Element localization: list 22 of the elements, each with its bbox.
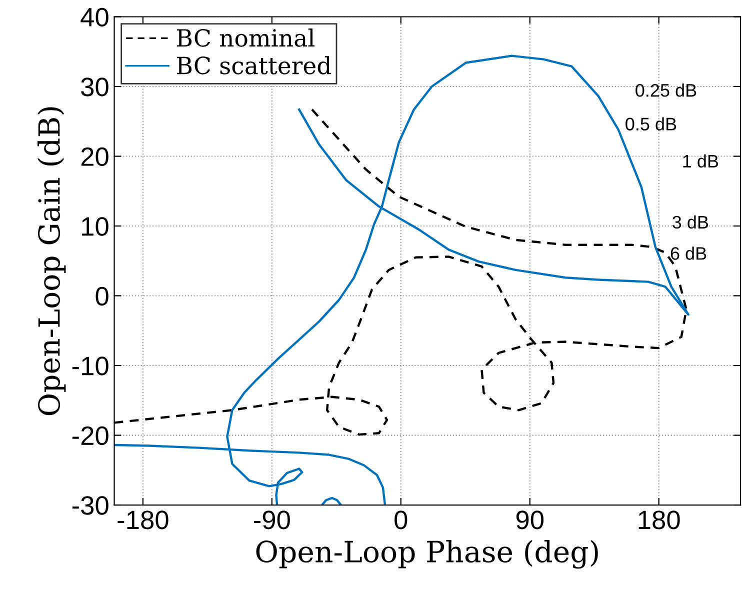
x-axis-title: Open-Loop Phase (deg) bbox=[256, 540, 598, 569]
x-tick-label: 180 bbox=[638, 510, 680, 530]
y-tick-label: 30 bbox=[81, 78, 108, 96]
x-tick-label: -180 bbox=[118, 510, 168, 530]
y-tick-label: 40 bbox=[80, 8, 108, 27]
y-tick-label: -30 bbox=[72, 496, 108, 515]
legend-label: BC nominal bbox=[176, 28, 315, 47]
annotation: 6 dB bbox=[670, 246, 706, 260]
y-tick-label: -20 bbox=[72, 426, 108, 446]
annotation: 3 dB bbox=[672, 215, 708, 229]
x-tick-label: -90 bbox=[254, 510, 290, 530]
y-axis-title: Open-Loop Gain (dB) bbox=[37, 107, 66, 416]
y-tick-label: 20 bbox=[81, 147, 108, 166]
legend-label: BC scattered bbox=[176, 56, 332, 74]
y-tick-label: 10 bbox=[82, 217, 108, 236]
x-tick-label: 90 bbox=[516, 510, 544, 530]
annotation: 0.5 dB bbox=[626, 117, 676, 130]
annotation: 1 dB bbox=[683, 154, 718, 168]
annotation: 0.25 dB bbox=[636, 84, 696, 97]
y-tick-label: 0 bbox=[96, 286, 108, 306]
y-tick-label: -10 bbox=[72, 356, 108, 376]
x-tick-label: 0 bbox=[394, 510, 408, 530]
